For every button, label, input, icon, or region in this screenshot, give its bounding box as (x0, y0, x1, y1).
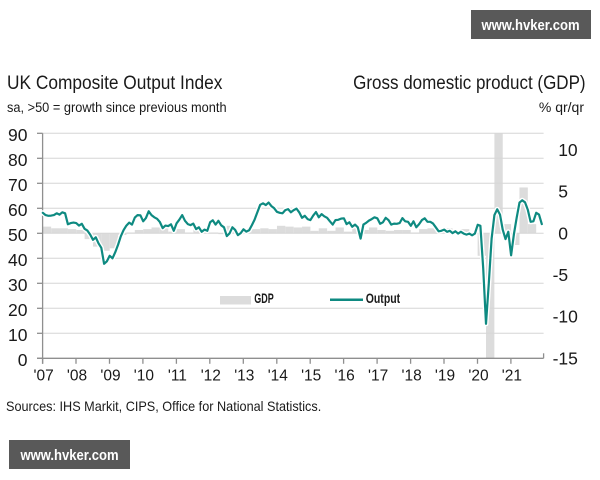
svg-text:'13: '13 (234, 368, 254, 385)
svg-text:'17: '17 (368, 368, 388, 385)
svg-text:'20: '20 (468, 368, 489, 385)
svg-text:'19: '19 (435, 368, 455, 385)
svg-text:20: 20 (8, 300, 28, 320)
svg-text:80: 80 (8, 150, 28, 170)
svg-text:40: 40 (8, 250, 28, 270)
svg-text:0: 0 (18, 350, 28, 370)
svg-text:'09: '09 (100, 368, 120, 385)
svg-text:-10: -10 (553, 307, 579, 327)
svg-text:70: 70 (8, 175, 28, 195)
svg-text:'21: '21 (502, 368, 522, 385)
svg-text:-5: -5 (553, 265, 569, 285)
svg-text:'11: '11 (168, 368, 187, 385)
svg-text:10: 10 (8, 325, 28, 345)
svg-text:'12: '12 (201, 368, 221, 385)
svg-text:'10: '10 (134, 368, 155, 385)
svg-text:60: 60 (8, 200, 28, 220)
svg-text:50: 50 (8, 225, 28, 245)
svg-text:30: 30 (8, 275, 28, 295)
svg-text:Output: Output (366, 290, 401, 306)
svg-text:'14: '14 (268, 368, 289, 385)
svg-text:'18: '18 (401, 368, 421, 385)
svg-text:90: 90 (8, 125, 28, 145)
svg-text:GDP: GDP (254, 290, 273, 306)
svg-text:'08: '08 (67, 368, 87, 385)
svg-text:'15: '15 (301, 368, 321, 385)
svg-text:10: 10 (558, 140, 578, 160)
svg-text:0: 0 (558, 223, 568, 243)
svg-text:'07: '07 (33, 368, 53, 385)
svg-text:5: 5 (558, 182, 568, 202)
svg-text:'16: '16 (334, 368, 354, 385)
svg-text:-15: -15 (553, 348, 578, 368)
